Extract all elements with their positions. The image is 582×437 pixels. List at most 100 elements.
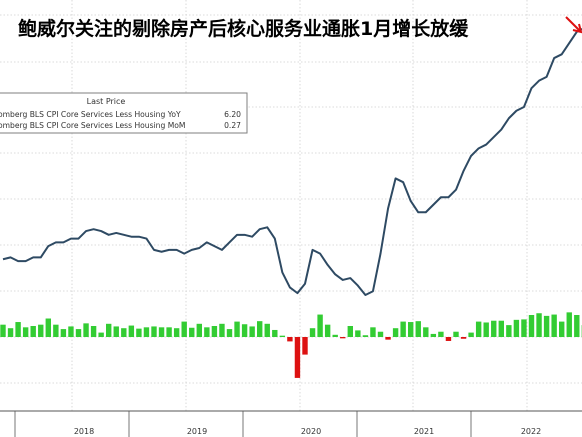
mom-bar (90, 326, 97, 337)
x-tick-label: 2021 (414, 427, 434, 436)
mom-bar (287, 337, 293, 342)
legend-entry-mom-label: Bloomberg BLS CPI Core Services Less Hou… (0, 121, 185, 130)
mom-bar (166, 327, 172, 337)
mom-bar (121, 328, 127, 337)
legend-header: Last Price (87, 97, 126, 106)
mom-bar (400, 321, 406, 337)
mom-bar (309, 328, 316, 337)
mom-bar (574, 315, 580, 337)
mom-bar (513, 319, 520, 337)
mom-bar (392, 328, 399, 337)
mom-bar (7, 328, 14, 337)
mom-bar (30, 326, 36, 337)
mom-bar (158, 327, 165, 337)
yoy-line-path (2, 28, 582, 296)
mom-bar (45, 318, 51, 337)
mom-bar (340, 337, 346, 339)
x-axis: 2018 2019 2020 2021 2022 (0, 410, 582, 437)
mom-bar (128, 325, 135, 337)
mom-bar (377, 331, 384, 337)
mom-bar (181, 321, 187, 337)
mom-bar (53, 324, 59, 337)
mom-bar (415, 321, 421, 337)
mom-bar (257, 321, 263, 337)
mom-bar (445, 337, 452, 341)
mom-bar (226, 329, 233, 337)
mom-bar (347, 326, 353, 337)
mom-bar (189, 327, 195, 337)
mom-bar (196, 323, 202, 337)
x-tick-label: 2018 (74, 427, 94, 436)
mom-bar (521, 319, 527, 337)
mom-bar (68, 326, 74, 337)
mom-bar (83, 323, 89, 337)
chart-title: 鲍威尔关注的剔除房产后核心服务业通胀1月增长放缓 (18, 17, 469, 40)
mom-bar (75, 329, 82, 337)
mom-bar (173, 328, 180, 337)
mom-bar (294, 337, 301, 378)
mom-bar (438, 331, 444, 337)
arrow-head (572, 23, 582, 34)
mom-bar (0, 324, 6, 337)
red-arrow-marker (565, 16, 582, 34)
mom-bar (136, 328, 142, 337)
mom-bar (370, 327, 376, 337)
title-block: 鲍威尔关注的剔除房产后核心服务业通胀1月增长放缓 (18, 17, 469, 40)
mom-bar (362, 335, 369, 337)
mom-bar (234, 321, 240, 337)
legend-frame (0, 92, 248, 134)
mom-bar (536, 313, 542, 337)
mom-bar (272, 329, 278, 337)
x-tick-label: 2019 (187, 427, 207, 436)
grid-lines (0, 0, 582, 411)
legend-entry-yoy-label: Bloomberg BLS CPI Core Services Less Hou… (0, 110, 181, 119)
mom-bar (211, 326, 218, 337)
mom-bar (430, 333, 437, 337)
mom-bar (506, 325, 512, 337)
yoy-line (2, 28, 582, 296)
arrow-shaft (565, 16, 581, 32)
mom-bar (332, 334, 338, 337)
mom-bar (483, 322, 489, 337)
mom-bar (249, 326, 255, 337)
mom-bar (38, 324, 44, 337)
mom-bar (355, 330, 361, 337)
mom-bar (543, 315, 550, 337)
mom-bar (143, 327, 150, 337)
mom-bar (475, 321, 482, 337)
mom-bars (0, 312, 582, 378)
mom-bar (279, 335, 286, 337)
mom-bar (113, 326, 119, 337)
mom-bar (241, 324, 248, 337)
mom-bar (460, 337, 467, 339)
mom-bar (98, 332, 104, 337)
mom-bar (408, 322, 414, 337)
mom-bar (15, 322, 21, 337)
x-tick-label: 2020 (301, 427, 321, 436)
mom-bar (324, 324, 331, 337)
mom-bar (60, 329, 67, 337)
mom-bar (498, 320, 504, 337)
x-tick-label: 2022 (521, 427, 541, 436)
legend-entry-mom-value: 0.27 (224, 121, 241, 130)
mom-bar (302, 337, 308, 355)
mom-bar (528, 315, 535, 337)
mom-bar (22, 327, 29, 337)
mom-bar (491, 320, 497, 337)
mom-bar (151, 326, 157, 337)
mom-bar (559, 321, 565, 337)
mom-bar (566, 312, 572, 337)
mom-bar (264, 323, 270, 337)
mom-bar (551, 314, 557, 337)
mom-bar (204, 327, 210, 337)
mom-bar (453, 331, 459, 337)
mom-bar (385, 337, 391, 340)
mom-bar (317, 314, 323, 337)
legend: Last Price Bloomberg BLS CPI Core Servic… (0, 92, 248, 134)
legend-entry-yoy-value: 6.20 (224, 110, 241, 119)
mom-bar (423, 327, 429, 337)
mom-bar (468, 332, 474, 337)
mom-bar (219, 323, 225, 337)
mom-bar (106, 323, 112, 337)
